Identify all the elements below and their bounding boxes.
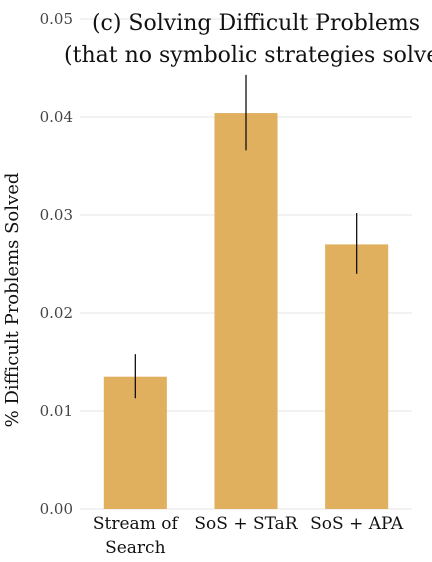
y-tick-label: 0.00 (40, 500, 73, 518)
x-category-labels: Stream of Search SoS + STaR SoS + APA (93, 514, 404, 558)
y-axis-label: % Difficult Problems Solved (2, 173, 23, 428)
chart-title-line-1: (c) Solving Difficult Problems (92, 11, 420, 36)
bars (103, 113, 389, 509)
y-tick-label: 0.05 (40, 10, 73, 28)
bar (325, 244, 389, 509)
x-category-label: Stream of (93, 514, 180, 534)
x-category-label: Search (105, 538, 165, 558)
bar (214, 113, 278, 509)
chart-title-line-2: (that no symbolic strategies solve) (64, 43, 432, 68)
error-bars (134, 74, 358, 399)
y-tick-label: 0.01 (40, 402, 73, 420)
y-tick-labels: 0.00 0.01 0.02 0.03 0.04 0.05 (40, 10, 73, 518)
bar (103, 376, 167, 509)
y-tick-label: 0.03 (40, 206, 73, 224)
y-tick-label: 0.02 (40, 304, 73, 322)
x-category-label: SoS + STaR (194, 514, 298, 534)
x-category-label: SoS + APA (310, 514, 404, 534)
y-tick-label: 0.04 (40, 108, 73, 126)
